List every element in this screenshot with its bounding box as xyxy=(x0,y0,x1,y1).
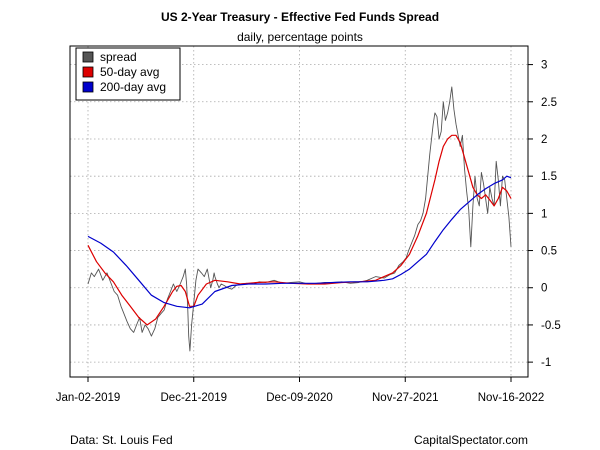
y-tick-label: -1 xyxy=(541,357,551,369)
legend-label: 50-day avg xyxy=(100,65,159,79)
y-tick-label: 1.5 xyxy=(541,171,557,183)
x-tick-label: Nov-16-2022 xyxy=(478,392,544,404)
legend-swatch xyxy=(82,66,94,78)
x-tick-label: Dec-21-2019 xyxy=(161,392,227,404)
footer-source: Data: St. Louis Fed xyxy=(70,433,173,447)
x-axis: Jan-02-2019 Dec-21-2019 Dec-09-2020 Nov-27-… xyxy=(56,377,544,404)
y-tick-label: 0.5 xyxy=(541,246,557,258)
series-line-200-day-avg xyxy=(87,175,512,309)
x-tick-label: Dec-09-2020 xyxy=(266,392,332,404)
legend-swatch xyxy=(82,51,94,63)
chart-subtitle: daily, percentage points xyxy=(237,30,363,44)
y-tick-label: 2 xyxy=(541,134,547,146)
y-tick-label: 0 xyxy=(541,283,547,295)
x-tick-label: Jan-02-2019 xyxy=(56,392,121,404)
y-tick-label: 1 xyxy=(541,208,547,220)
legend-label: spread xyxy=(100,50,137,64)
grid xyxy=(70,46,528,377)
footer-credit: CapitalSpectator.com xyxy=(414,433,528,447)
chart-title: US 2-Year Treasury - Effective Fed Funds… xyxy=(161,10,439,24)
x-tick-label: Nov-27-2021 xyxy=(372,392,438,404)
series-layer xyxy=(87,86,512,352)
y-tick-label: 2.5 xyxy=(541,97,557,109)
legend-swatch xyxy=(82,81,94,93)
legend-label: 200-day avg xyxy=(100,80,166,94)
y-axis: -1 -0.5 0 0.5 1 1.5 2 2.5 3 xyxy=(528,60,561,369)
y-tick-label: 3 xyxy=(541,60,547,72)
y-tick-label: -0.5 xyxy=(541,320,561,332)
